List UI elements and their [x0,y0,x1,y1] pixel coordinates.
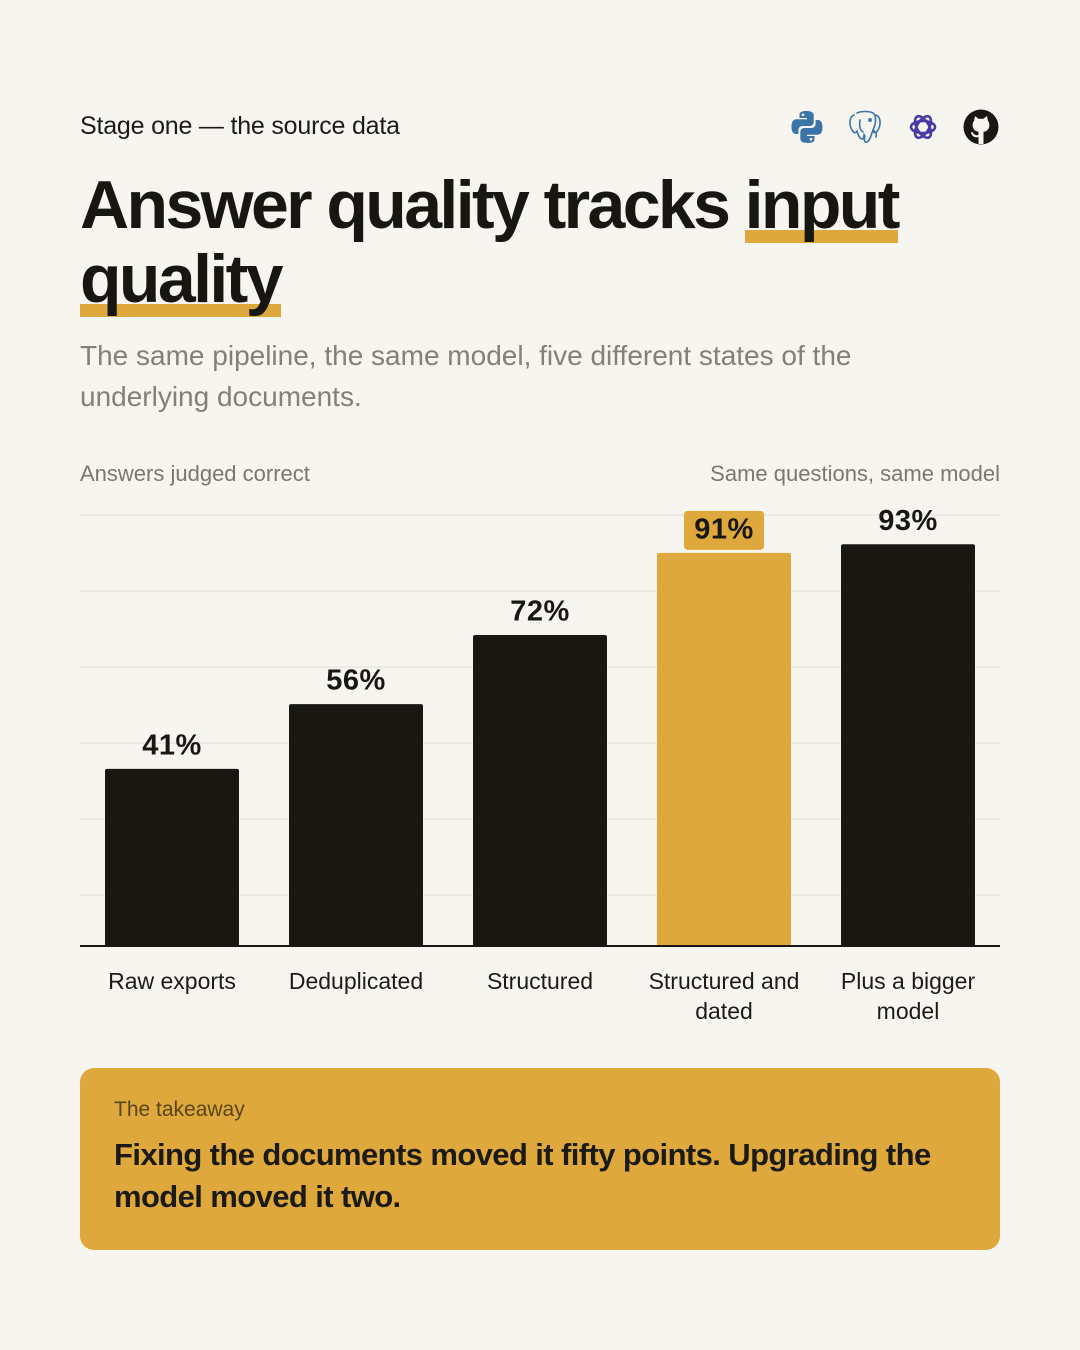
category-label-3: Structured [486,968,594,994]
page-subtitle: The same pipeline, the same model, five … [80,340,852,412]
value-label-3: 72% [510,596,570,628]
value-label-4: 91% [694,514,754,546]
bar-5 [841,544,975,946]
bar-chart: 41% 56% 72% 91% 93% [80,505,1000,948]
takeaway-text: Fixing the documents moved it fifty poin… [114,1137,931,1214]
chart-note: Same questions, same model [710,461,1000,486]
bar-chart-svg: 41% 56% 72% 91% 93% [80,505,1000,947]
takeaway-callout: The takeaway Fixing the documents moved … [80,1068,1000,1250]
bar-1 [105,768,239,946]
github-icon [962,108,1000,146]
eyebrow-label: Stage one — the source data [80,112,400,140]
category-labels: Raw exports Deduplicated Structured Structu… [80,966,1000,1036]
category-label-1: Raw exports [108,968,236,994]
bar-3 [473,634,607,946]
page-title: Answer quality tracks input quality [80,167,1020,317]
value-label-5: 93% [878,505,938,537]
value-label-2: 56% [326,665,386,697]
value-label-badge [684,510,764,550]
python-icon [788,108,826,146]
value-label-1: 41% [142,730,202,762]
takeaway-label: The takeaway [114,1098,245,1121]
y-axis-label: Answers judged correct [80,461,310,486]
title-plain: Answer quality tracks [80,167,745,243]
top-bar: Stage one — the source data [80,108,1000,146]
bar-4 [657,552,791,946]
category-label-2: Deduplicated [288,968,424,994]
category-label-5: Plus a bigger model [840,968,976,1024]
openai-icon [904,108,942,146]
postgresql-icon [846,108,884,146]
bar-2 [289,704,423,946]
category-label-4: Structured and dated [648,968,800,1024]
tech-icons [788,108,1000,146]
